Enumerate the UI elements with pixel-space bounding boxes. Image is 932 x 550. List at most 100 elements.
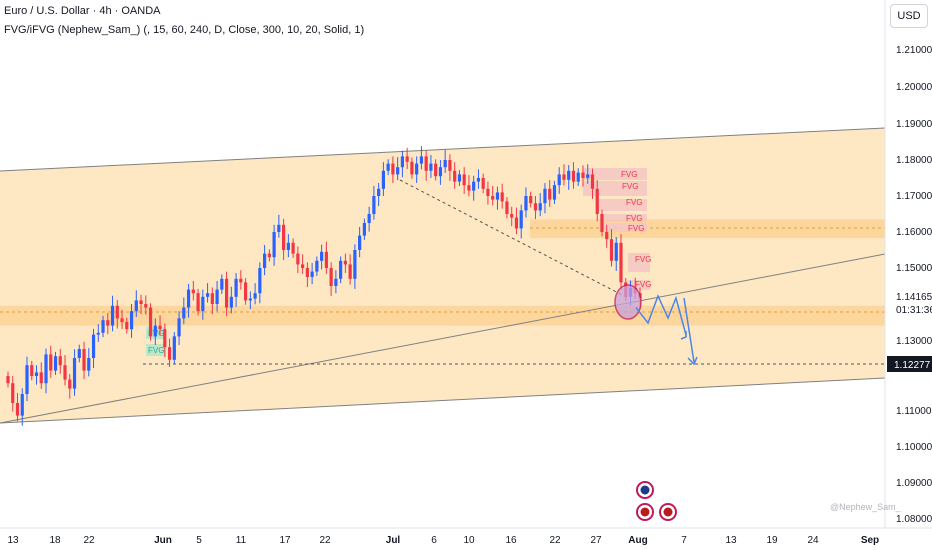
candle-body [158, 325, 162, 330]
candle-body [324, 251, 328, 268]
symbol-title[interactable]: Euro / U.S. Dollar · 4h · OANDA [4, 5, 161, 17]
fvg-bear-label: FVG [635, 280, 651, 289]
candle-body [63, 365, 67, 380]
candle-body [372, 196, 376, 214]
candle-body [562, 174, 566, 180]
y-tick-label: 1.13000 [896, 336, 932, 347]
projection-final-arrowhead [687, 356, 698, 366]
candle-body [339, 260, 343, 279]
candle-body [386, 163, 390, 171]
candle-body [68, 379, 72, 389]
candle-body [595, 188, 599, 214]
fvg-bear-label: FVG [626, 214, 642, 223]
author-watermark: @Nephew_Sam_ [830, 502, 901, 512]
candle-body [286, 242, 290, 250]
candle-body [87, 358, 91, 371]
candle-body [343, 260, 347, 265]
dashed-trendline [399, 179, 629, 299]
candle-body [481, 178, 485, 189]
target-price-label: 1.12277 [894, 360, 931, 371]
channel-lower-line [0, 377, 886, 424]
x-tick-label: 7 [681, 535, 687, 546]
y-tick-label: 1.09000 [896, 478, 932, 489]
flag-icon [663, 507, 673, 517]
candle-body [576, 172, 580, 182]
candle-body [605, 232, 609, 240]
x-tick-label: 5 [196, 535, 202, 546]
candle-body [101, 320, 105, 333]
candle-body [239, 278, 243, 283]
candle-body [609, 239, 614, 261]
candle-body [434, 163, 438, 177]
candle-body [115, 305, 119, 319]
candle-body [210, 293, 214, 304]
fvg-bear-box [596, 199, 647, 211]
y-tick-label: 1.19000 [896, 119, 932, 130]
candle-body [377, 188, 381, 196]
candle-body [6, 376, 10, 384]
current-price-label: 1.14165 [896, 292, 932, 303]
candle-body [320, 251, 324, 261]
current-price-box [887, 290, 932, 318]
indicator-legend[interactable]: FVG/iFVG (Nephew_Sam_) (, 15, 60, 240, D… [4, 24, 365, 36]
candle-body [96, 332, 100, 335]
candle-body [129, 311, 134, 330]
candle-body [581, 172, 585, 178]
candle-body [30, 365, 34, 376]
countdown-label: 01:31:36 [896, 305, 932, 316]
candle-body [305, 268, 309, 277]
x-tick-label: 17 [279, 535, 291, 546]
candle-body [220, 278, 224, 290]
candle-body [49, 354, 53, 371]
candle-body [391, 163, 395, 175]
x-tick-label: 13 [7, 535, 19, 546]
candle-body [619, 242, 623, 283]
candle-body [163, 329, 167, 348]
candle-body [548, 188, 552, 200]
currency-button[interactable]: USD [890, 4, 928, 28]
candle-body [358, 235, 362, 250]
flag-icon [640, 507, 650, 517]
candle-body [201, 296, 205, 312]
candle-body [486, 188, 490, 196]
candle-body [571, 170, 576, 182]
y-tick-label: 1.18000 [896, 155, 932, 166]
fvg-bear-box [600, 223, 647, 232]
candle-body [586, 174, 590, 178]
resistance-zone [530, 219, 885, 239]
candle-body [400, 156, 405, 168]
candle-body [186, 289, 191, 308]
candle-body [125, 322, 129, 330]
fvg-bear-label: FVG [621, 170, 637, 179]
candle-body [267, 253, 271, 258]
x-tick-label: 10 [463, 535, 475, 546]
flag-icon [640, 485, 650, 495]
candle-body [457, 174, 462, 182]
candle-body [476, 178, 481, 182]
candle-body [367, 214, 371, 223]
target-price-box [887, 356, 932, 372]
y-tick-label: 1.11000 [896, 406, 932, 417]
fvg-bull-label: FVG [148, 346, 164, 355]
candle-body [362, 223, 366, 236]
candle-body [172, 336, 176, 360]
price-axis [885, 0, 932, 528]
candle-body [296, 253, 300, 265]
x-tick-label: 22 [549, 535, 561, 546]
x-tick-label: 6 [431, 535, 437, 546]
candle-body [25, 365, 29, 394]
y-tick-label: 1.16000 [896, 227, 932, 238]
candle-body [91, 334, 96, 358]
x-tick-label: 18 [49, 535, 61, 546]
y-tick-label: 1.21000 [896, 45, 932, 56]
x-tick-label: 27 [590, 535, 602, 546]
time-axis [0, 528, 932, 550]
candle-body [500, 192, 504, 202]
highlight-circle [614, 284, 642, 320]
candle-body [205, 293, 210, 297]
y-tick-label: 1.08000 [896, 514, 932, 525]
candle-body [552, 185, 557, 200]
candle-body [505, 201, 509, 214]
